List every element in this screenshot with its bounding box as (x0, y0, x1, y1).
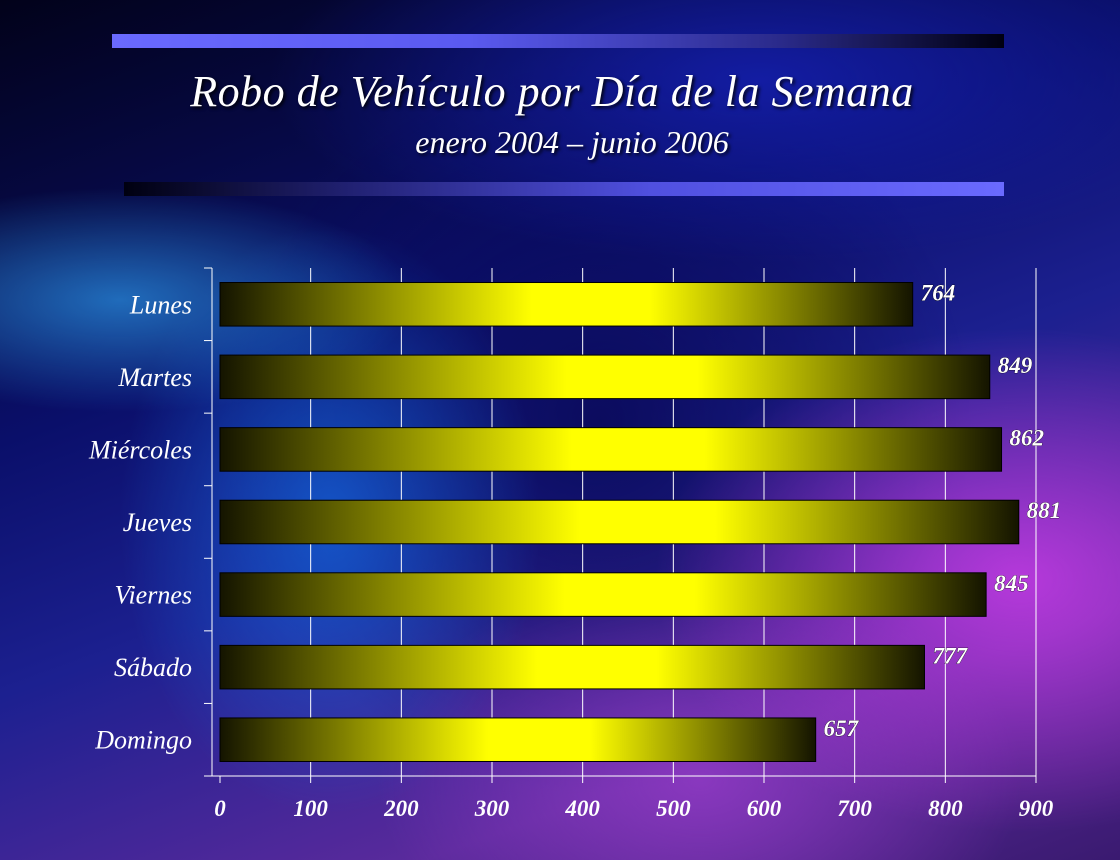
bar (219, 499, 1020, 545)
category-label: Miércoles (88, 435, 192, 464)
data-label: 777 (932, 643, 968, 668)
category-label: Martes (117, 363, 192, 392)
category-label: Jueves (123, 508, 192, 537)
data-label: 849 (998, 353, 1033, 378)
x-tick-label: 200 (383, 796, 419, 821)
category-label: Domingo (94, 726, 192, 755)
bar (219, 427, 1003, 472)
labels: 0 100 200 300 400 500 600 700 800 900 Lunes 764 Mart… (88, 280, 1062, 821)
bar (219, 644, 925, 690)
x-tick-label: 300 (474, 796, 510, 821)
data-label: 881 (1027, 498, 1062, 523)
x-tick-label: 600 (747, 796, 782, 821)
bar (219, 354, 991, 400)
category-label: Viernes (115, 581, 193, 610)
x-tick-label: 0 (214, 796, 226, 821)
x-tick-label: 700 (837, 796, 872, 821)
axes (204, 267, 1037, 783)
category-label: Sábado (114, 653, 192, 682)
category-label: Lunes (129, 290, 192, 319)
data-label: 845 (994, 571, 1028, 596)
data-label: 764 (921, 281, 956, 306)
bar (219, 282, 914, 327)
bar (219, 717, 817, 762)
x-tick-label: 400 (564, 796, 600, 821)
data-label: 657 (824, 716, 860, 741)
title-rule-bottom (124, 182, 1004, 196)
bars (219, 282, 1020, 762)
x-tick-label: 100 (293, 796, 328, 821)
title-rule-top (112, 34, 1004, 48)
x-tick-label: 900 (1019, 796, 1054, 821)
chart-subtitle: enero 2004 – junio 2006 (415, 124, 729, 160)
data-label: 862 (1010, 426, 1044, 451)
x-tick-label: 800 (928, 796, 963, 821)
x-tick-label: 500 (656, 796, 691, 821)
chart-title: Robo de Vehículo por Día de la Semana (190, 67, 914, 116)
bar (219, 572, 987, 617)
